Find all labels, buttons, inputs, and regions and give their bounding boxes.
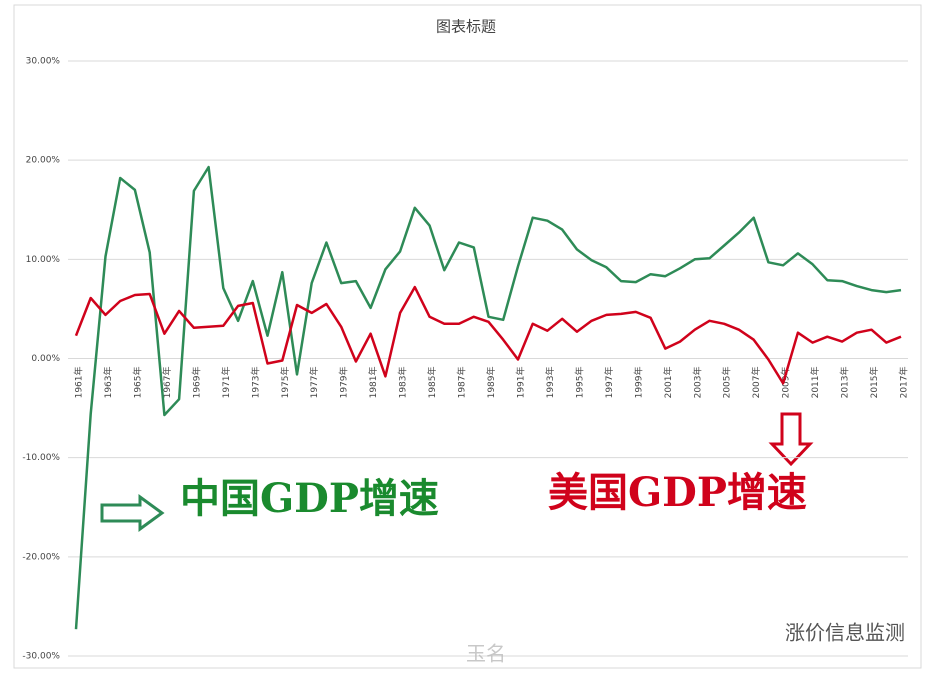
- china-annotation: 中国GDP增速: [180, 475, 439, 522]
- y-tick-label: -20.00%: [22, 552, 60, 562]
- us-annotation: 美国GDP增速: [548, 469, 807, 516]
- x-tick-label: 2011年: [809, 367, 821, 399]
- x-tick-label: 2013年: [839, 367, 851, 399]
- x-tick-label: 1965年: [131, 367, 143, 399]
- green-arrow: [100, 494, 165, 532]
- y-tick-label: 0.00%: [31, 354, 60, 364]
- x-tick-label: 1971年: [220, 367, 232, 399]
- x-tick-label: 1963年: [102, 367, 114, 399]
- x-tick-label: 2009年: [780, 367, 792, 399]
- x-tick-label: 2015年: [868, 367, 880, 399]
- x-tick-label: 2005年: [721, 367, 733, 399]
- chart-border: [13, 4, 922, 669]
- x-tick-label: 1979年: [338, 367, 350, 399]
- y-tick-label: 30.00%: [26, 57, 61, 67]
- x-tick-label: 1987年: [456, 367, 468, 399]
- x-tick-label: 1985年: [426, 367, 438, 399]
- y-tick-label: -10.00%: [22, 453, 60, 463]
- watermark: 涨价信息监测: [785, 621, 905, 645]
- x-tick-label: 1993年: [544, 367, 556, 399]
- x-tick-label: 1981年: [367, 367, 379, 399]
- y-tick-label: 20.00%: [26, 156, 61, 166]
- x-tick-label: 1991年: [514, 367, 526, 399]
- x-tick-label: 1999年: [632, 367, 644, 399]
- x-tick-label: 1989年: [485, 367, 497, 399]
- x-tick-label: 1973年: [249, 367, 261, 399]
- y-tick-label: 10.00%: [26, 255, 61, 265]
- chart-title: 图表标题: [436, 18, 496, 36]
- x-tick-label: 1975年: [279, 367, 291, 399]
- x-tick-label: 1995年: [573, 367, 585, 399]
- x-tick-label: 1961年: [73, 367, 85, 399]
- red-arrow: [768, 412, 814, 467]
- x-tick-label: 1997年: [603, 367, 615, 399]
- x-tick-label: 1969年: [190, 367, 202, 399]
- x-tick-label: 2001年: [662, 367, 674, 399]
- x-tick-label: 1977年: [308, 367, 320, 399]
- x-tick-label: 2017年: [898, 367, 910, 399]
- x-tick-label: 1967年: [161, 367, 173, 399]
- series-line: [74, 165, 902, 630]
- x-tick-label: 2003年: [691, 367, 703, 399]
- x-tick-label: 1983年: [397, 367, 409, 399]
- y-tick-label: -30.00%: [22, 652, 60, 662]
- watermark: 玉名: [466, 642, 506, 666]
- series-line: [74, 285, 902, 385]
- x-tick-label: 2007年: [750, 367, 762, 399]
